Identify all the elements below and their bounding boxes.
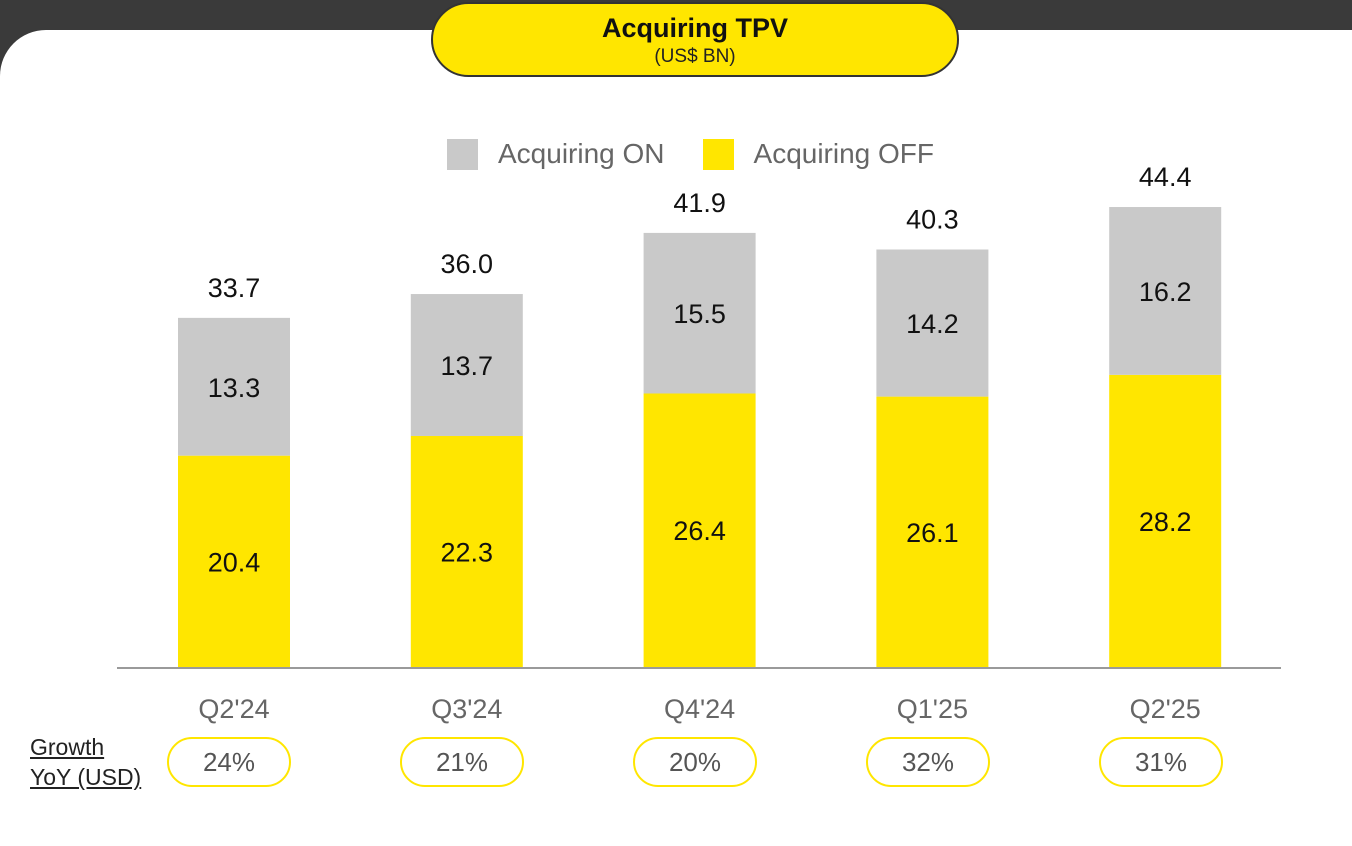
x-tick-label: Q2'25 bbox=[1130, 694, 1201, 724]
data-label-total: 40.3 bbox=[906, 204, 959, 234]
data-label-acquiring-on: 15.5 bbox=[673, 299, 726, 329]
x-tick-label: Q3'24 bbox=[431, 694, 502, 724]
x-tick-label: Q4'24 bbox=[664, 694, 735, 724]
legend-item-acquiring-off: Acquiring OFF bbox=[702, 138, 935, 170]
data-label-total: 33.7 bbox=[208, 273, 261, 303]
data-label-acquiring-on: 13.3 bbox=[208, 373, 261, 403]
bar-acquiring-off bbox=[178, 455, 290, 667]
bar-acquiring-on bbox=[643, 232, 756, 394]
legend-swatch-off bbox=[702, 138, 734, 170]
data-label-total: 36.0 bbox=[441, 249, 494, 279]
legend-item-acquiring-on: Acquiring ON bbox=[447, 138, 665, 170]
data-label-acquiring-off: 26.1 bbox=[906, 518, 959, 548]
data-label-acquiring-on: 14.2 bbox=[906, 309, 959, 339]
growth-pill: 32% bbox=[866, 737, 990, 787]
growth-label-line1: Growth bbox=[30, 734, 105, 760]
data-label-acquiring-off: 22.3 bbox=[441, 537, 494, 567]
growth-yoy-label: Growth YoY (USD) bbox=[30, 732, 141, 792]
growth-pill: 31% bbox=[1099, 737, 1223, 787]
data-label-acquiring-off: 20.4 bbox=[208, 547, 261, 577]
legend-label-off: Acquiring OFF bbox=[753, 138, 935, 169]
chart-subtitle: (US$ BN) bbox=[654, 46, 736, 67]
data-label-acquiring-off: 28.2 bbox=[1139, 507, 1192, 537]
data-label-acquiring-on: 13.7 bbox=[441, 351, 494, 381]
legend-swatch-on bbox=[447, 138, 478, 170]
bar-acquiring-off bbox=[643, 393, 756, 667]
bar-acquiring-off bbox=[876, 396, 989, 667]
growth-pill: 21% bbox=[400, 737, 524, 787]
bar-acquiring-off bbox=[410, 435, 523, 667]
bar-acquiring-on bbox=[410, 294, 523, 436]
growth-pill: 20% bbox=[633, 737, 757, 787]
bar-acquiring-on bbox=[178, 317, 290, 456]
data-label-total: 41.9 bbox=[673, 188, 726, 218]
data-label-total: 44.4 bbox=[1139, 162, 1192, 192]
data-label-acquiring-on: 16.2 bbox=[1139, 277, 1192, 307]
bar-acquiring-off bbox=[1109, 374, 1222, 667]
legend-label-on: Acquiring ON bbox=[498, 138, 665, 169]
chart-legend: Acquiring ON Acquiring OFF bbox=[447, 138, 972, 170]
growth-label-line2: YoY (USD) bbox=[30, 764, 142, 790]
x-tick-label: Q2'24 bbox=[198, 694, 269, 724]
bar-acquiring-on bbox=[876, 249, 989, 397]
chart-title: Acquiring TPV bbox=[601, 13, 788, 43]
growth-pill: 24% bbox=[167, 737, 291, 787]
data-label-acquiring-off: 26.4 bbox=[673, 516, 726, 546]
x-tick-label: Q1'25 bbox=[897, 694, 968, 724]
bar-acquiring-on bbox=[1109, 207, 1222, 375]
chart-title-banner: Acquiring TPV (US$ BN) bbox=[431, 2, 959, 77]
